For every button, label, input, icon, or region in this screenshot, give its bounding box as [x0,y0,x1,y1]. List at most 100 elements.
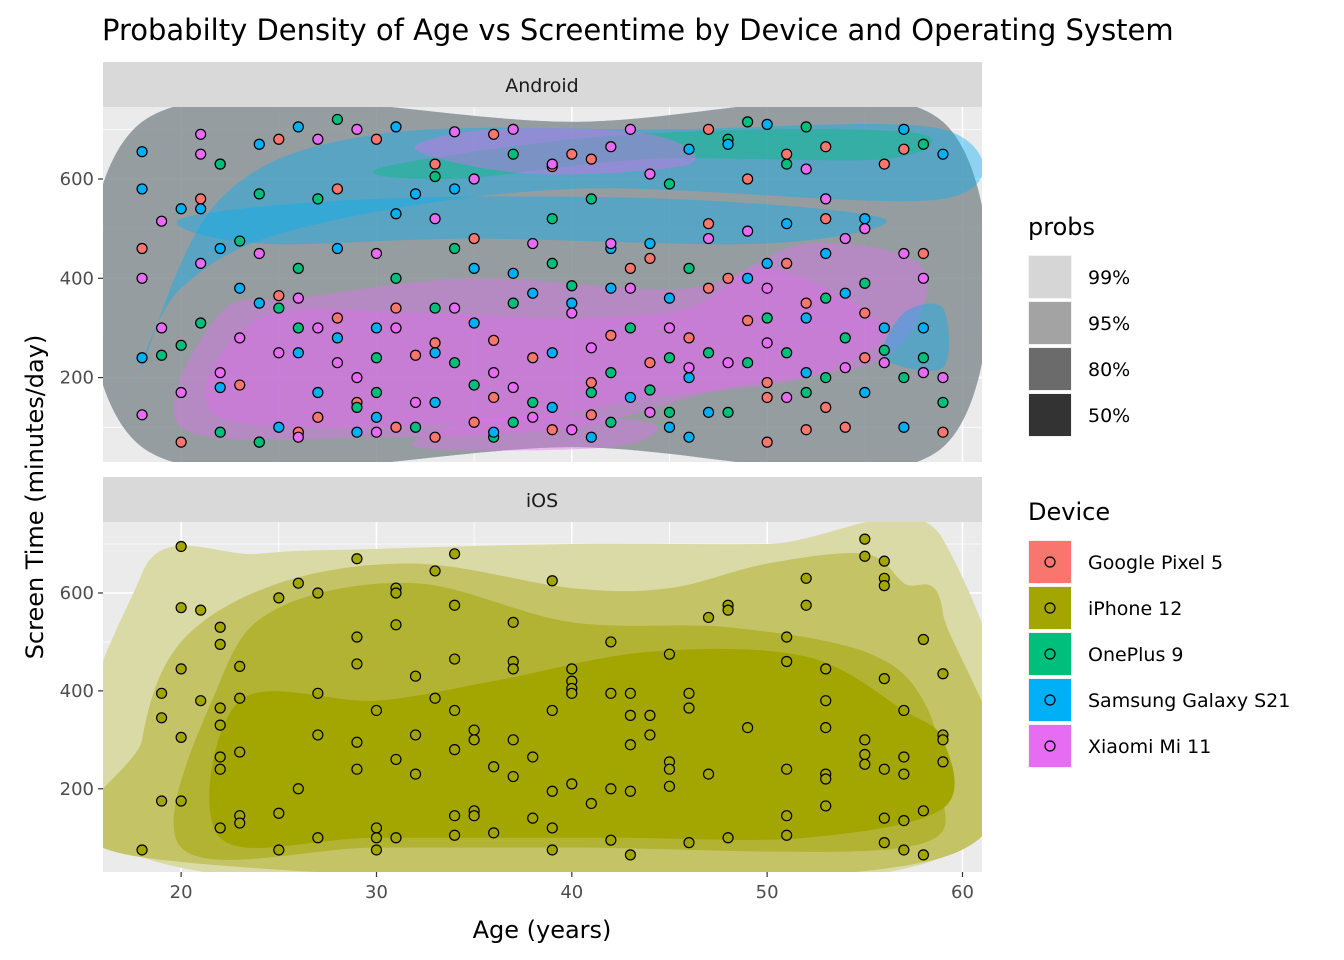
data-point [507,663,519,675]
data-point [507,770,519,783]
data-point [234,235,246,247]
data-point [781,829,793,841]
data-point [156,712,168,724]
data-point [702,768,715,780]
density-band-android [103,107,982,462]
data-point [234,692,246,704]
data-point [195,257,207,269]
data-point [195,128,207,140]
legend-probs-title: probs [1028,213,1095,241]
data-point [546,401,558,413]
data-point [917,138,930,150]
strip-ios [103,477,982,522]
data-point [859,386,871,399]
data-point [409,729,422,741]
data-point [898,815,910,827]
data-point [663,763,676,775]
data-point [409,396,422,409]
data-point [292,347,304,359]
data-point [898,371,910,384]
data-point [820,213,832,225]
data-point [937,756,949,768]
data-point [331,113,343,126]
data-point [839,362,851,374]
data-point [546,822,558,834]
data-point [917,805,930,817]
data-point [195,148,207,160]
data-point [898,751,910,763]
density-band-android [372,129,933,180]
legend-label: iPhone 12 [1088,598,1182,620]
data-point [663,178,676,190]
data-point [546,575,558,587]
data-point [761,337,773,349]
data-point [898,247,910,260]
data-point [644,406,656,418]
facet-android: Android [103,62,982,462]
data-point [234,746,246,758]
data-point [195,695,207,707]
data-point [859,352,871,364]
x-tick-label: 60 [951,882,974,903]
data-point [507,297,519,309]
legend-point [1044,740,1056,752]
data-point [156,215,168,227]
y-tick-label: 200 [60,779,94,800]
data-point [351,658,363,670]
data-point [409,670,422,682]
data-point [644,252,656,265]
data-point [429,692,441,704]
density-band-android [103,107,982,462]
data-point [468,734,480,746]
data-point [917,272,930,284]
data-point [624,739,637,751]
data-point [546,844,558,856]
data-point [800,386,812,399]
data-point [624,282,637,294]
data-point [527,287,539,299]
data-point [429,158,441,170]
data-point [566,778,578,790]
data-point [702,406,715,418]
data-point [488,761,500,773]
data-point [741,357,754,369]
data-point [351,763,363,775]
data-point [527,237,539,250]
density-ios [103,522,982,872]
data-point [214,822,226,834]
data-point [390,121,402,133]
data-point [409,349,422,361]
data-point [234,379,246,391]
x-tick-label: 40 [560,882,583,903]
data-point [624,262,637,274]
data-point [370,844,383,856]
data-point [468,262,480,274]
data-point [878,158,890,170]
data-point [468,379,480,391]
data-point [820,800,832,812]
data-point [781,810,793,822]
data-point [546,347,558,359]
data-point [273,302,285,314]
data-point [917,367,930,379]
legend-label: 99% [1088,267,1130,289]
data-point [429,213,441,225]
data-point [331,332,343,344]
data-point [527,352,539,364]
data-point [136,272,148,284]
data-point [370,352,383,364]
y-tick-label: 200 [60,368,94,389]
strip-android [103,62,982,107]
data-point [917,849,930,861]
data-point [429,337,441,349]
x-tick-label: 50 [756,882,779,903]
data-point [663,322,676,334]
data-point [292,262,304,274]
legend-swatch [1029,348,1071,390]
data-point [741,116,754,128]
data-point [527,812,539,824]
data-point [702,347,715,359]
data-point [566,663,578,675]
data-point [800,163,812,175]
